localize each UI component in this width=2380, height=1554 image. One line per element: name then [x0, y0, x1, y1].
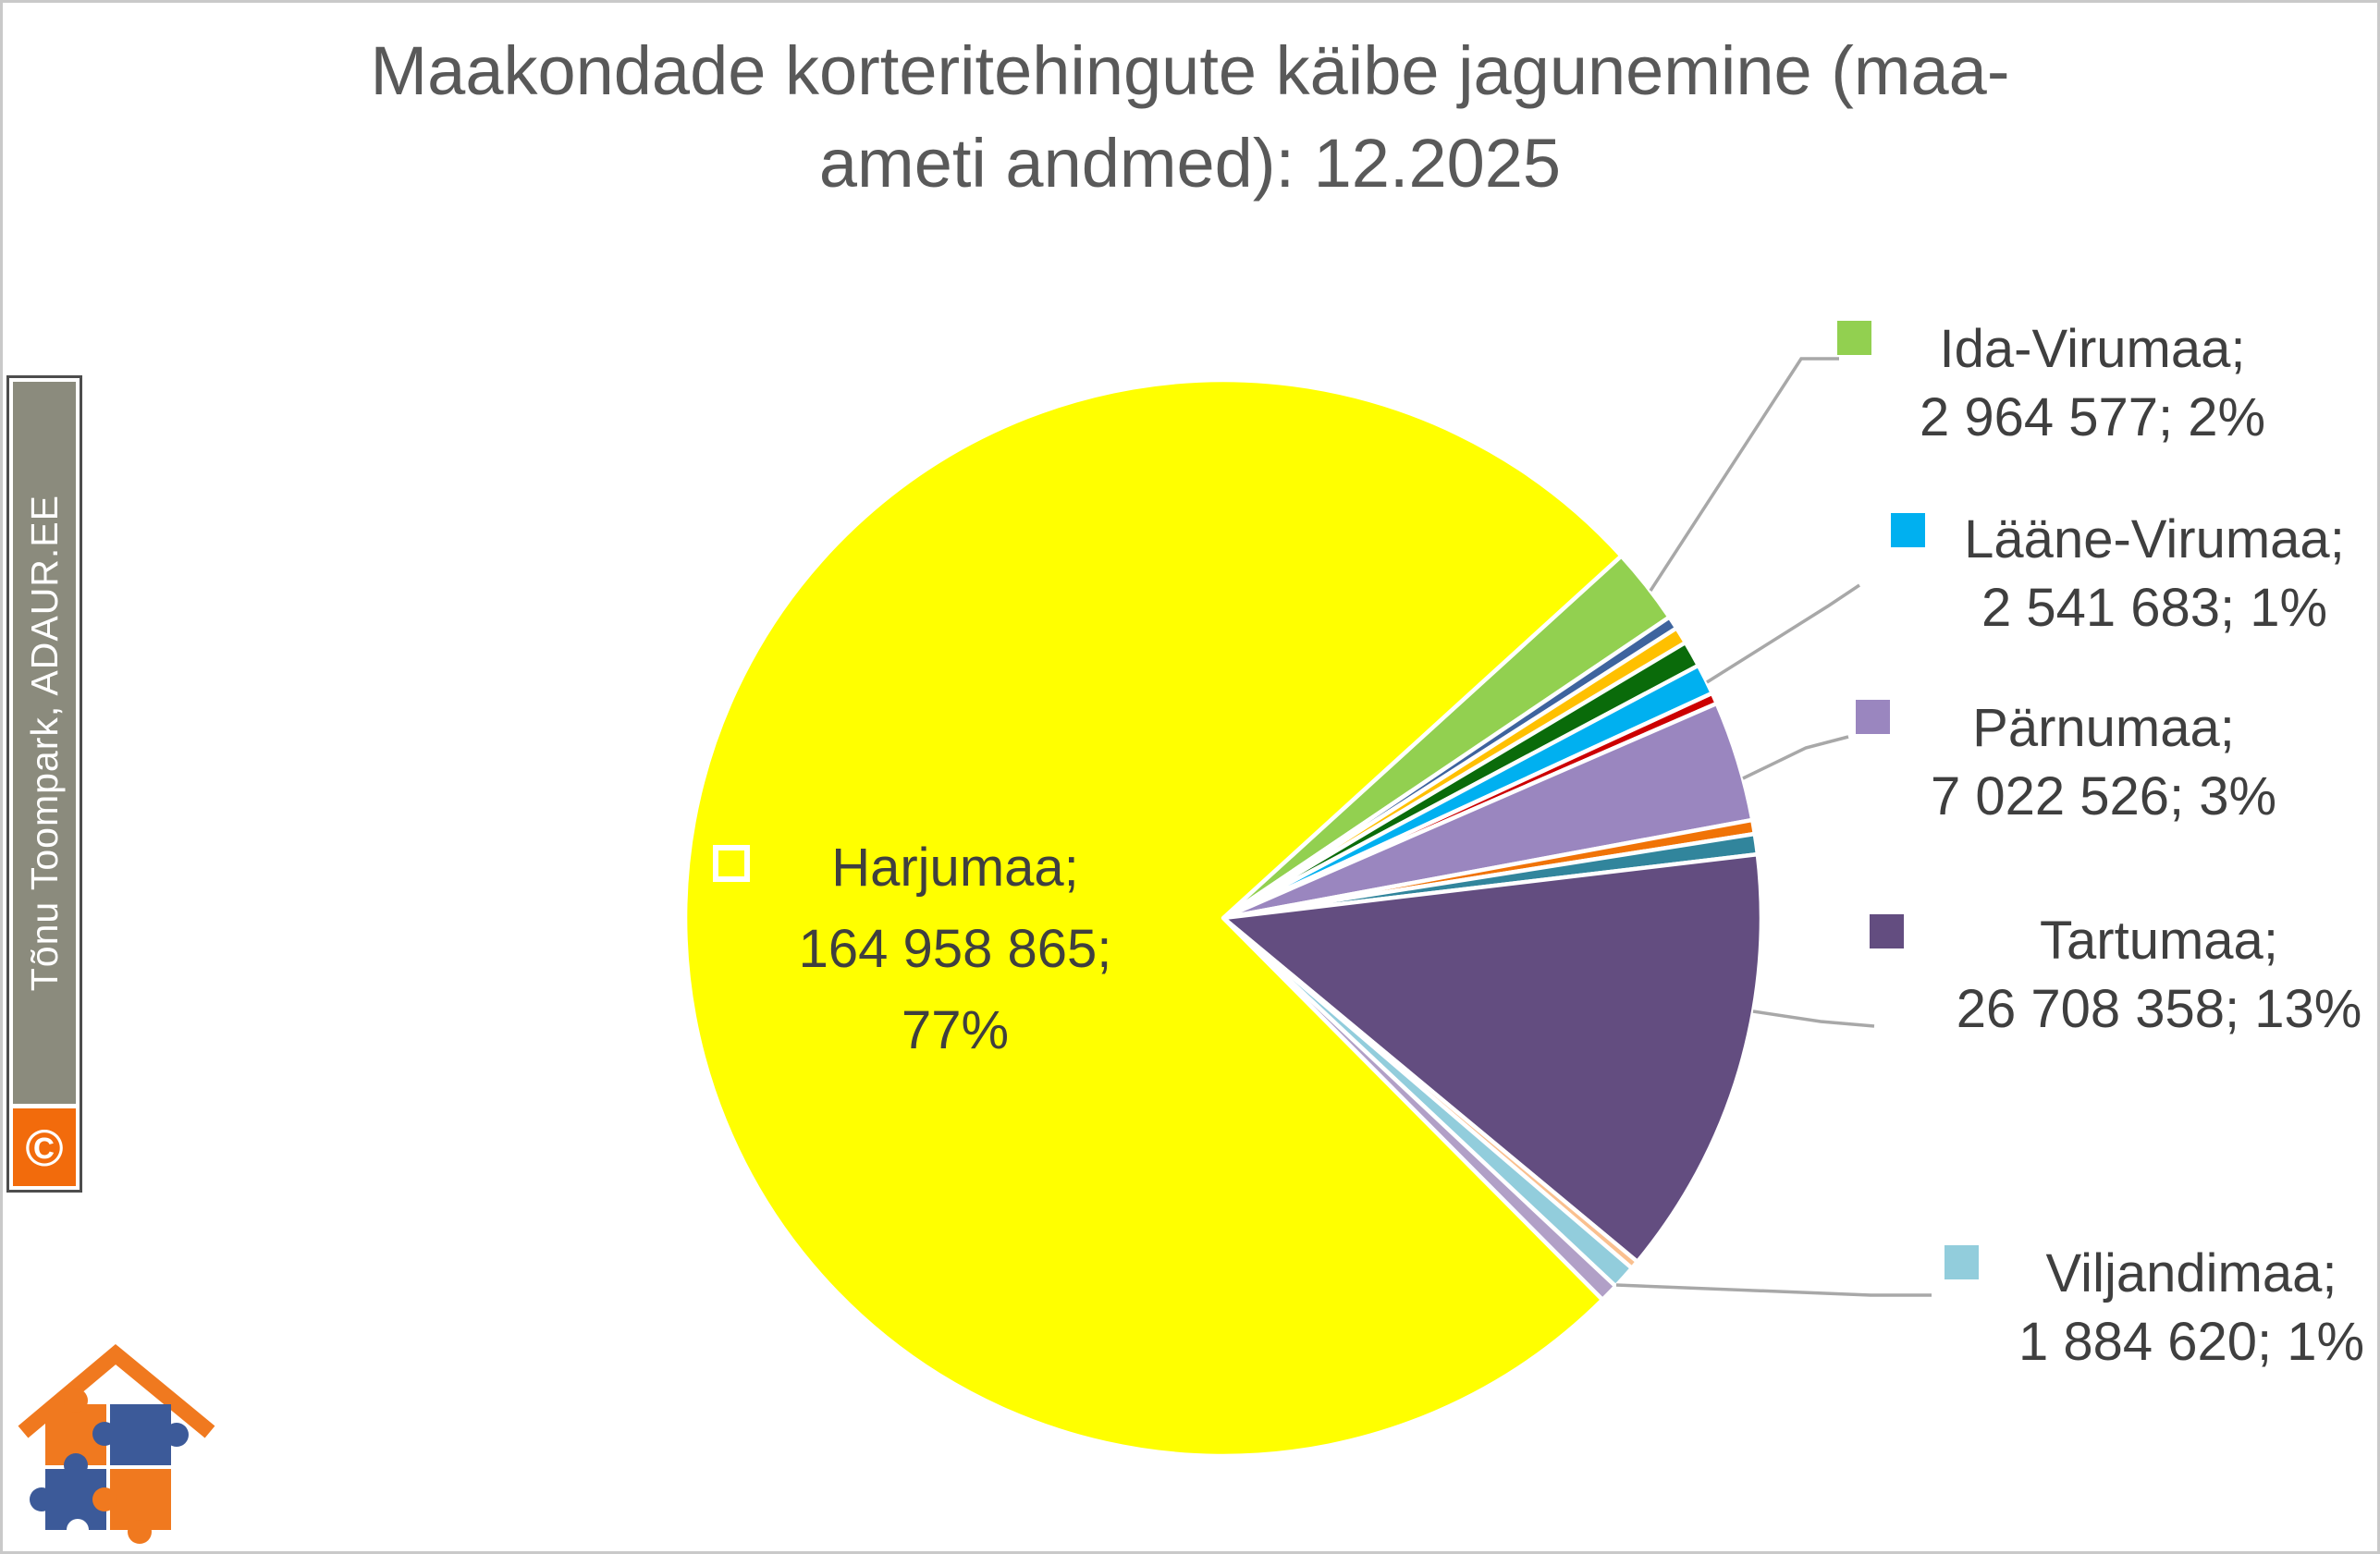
legend-key-viljandimaa-icon [1944, 1245, 1979, 1279]
data-label-laane-virumaa: Lääne-Virumaa; 2 541 683; 1% [1926, 506, 2377, 642]
data-label-harjumaa-value: 164 958 865; [798, 919, 1112, 979]
legend-key-laane-virumaa-icon [1891, 513, 1925, 547]
adaur-house-puzzle-logo [18, 1343, 215, 1544]
pie-slice-harjumaa [682, 377, 1624, 1459]
data-label-parnumaa-value: 7 022 526; 3% [1930, 766, 2277, 826]
chart-title-line1: Maakondade korteritehingute käibe jagune… [370, 32, 2010, 109]
data-label-parnumaa-name: Pärnumaa; [1972, 698, 2235, 758]
data-label-laane-virumaa-name: Lääne-Virumaa; [1964, 509, 2345, 569]
data-label-viljandimaa-value: 1 884 620; 1% [2018, 1312, 2365, 1372]
copyright-icon: © [13, 1108, 76, 1186]
legend-key-harjumaa-icon [713, 845, 750, 882]
data-label-harjumaa: Harjumaa; 164 958 865; 77% [678, 827, 1233, 1071]
logo-puzzle-icon [30, 1389, 189, 1544]
leader-line-parnumaa [1742, 735, 1849, 780]
leader-line-viljandimaa [1615, 1283, 1932, 1297]
leader-line-tartumaa [1752, 1009, 1875, 1028]
watermark-text-strip: Tõnu Toompark, ADAUR.EE [13, 382, 76, 1104]
data-label-parnumaa: Pärnumaa; 7 022 526; 3% [1843, 694, 2364, 831]
watermark-banner: Tõnu Toompark, ADAUR.EE © [6, 375, 82, 1193]
data-label-ida-virumaa: Ida-Virumaa; 2 964 577; 2% [1861, 315, 2324, 452]
chart-title-line2: ameti andmed): 12.2025 [818, 125, 1562, 202]
leader-line-ida-virumaa [1649, 357, 1839, 592]
watermark-text: Tõnu Toompark, ADAUR.EE [22, 494, 66, 992]
leader-line-laane-virumaa [1706, 583, 1860, 684]
data-label-tartumaa: Tartumaa; 26 708 358; 13% [1935, 907, 2377, 1044]
pie-chart [682, 357, 1932, 1459]
data-label-viljandimaa: Viljandimaa; 1 884 620; 1% [2000, 1240, 2377, 1377]
legend-key-tartumaa-icon [1870, 914, 1904, 948]
data-label-laane-virumaa-value: 2 541 683; 1% [1981, 578, 2328, 638]
legend-key-parnumaa-icon [1856, 700, 1890, 734]
data-label-harjumaa-percent: 77% [901, 1000, 1010, 1060]
data-label-ida-virumaa-name: Ida-Virumaa; [1939, 319, 2246, 379]
data-label-viljandimaa-name: Viljandimaa; [2045, 1243, 2337, 1303]
legend-key-ida-virumaa-icon [1837, 321, 1871, 355]
data-label-tartumaa-name: Tartumaa; [2040, 911, 2278, 971]
chart-title: Maakondade korteritehingute käibe jagune… [3, 25, 2377, 210]
pie-slice-tartumaa [1221, 851, 1764, 1265]
data-label-tartumaa-value: 26 708 358; 13% [1956, 979, 2362, 1039]
data-label-ida-virumaa-value: 2 964 577; 2% [1919, 387, 2266, 447]
data-label-harjumaa-name: Harjumaa; [831, 838, 1079, 898]
